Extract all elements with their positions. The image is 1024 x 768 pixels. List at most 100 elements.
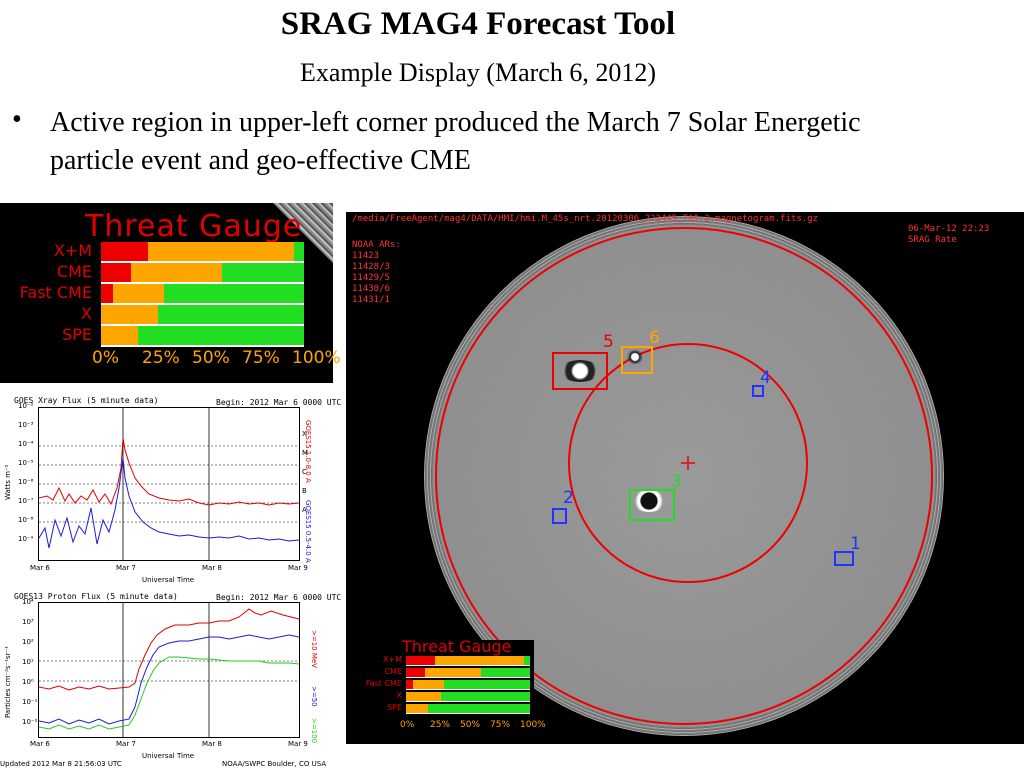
small-gauge-green	[444, 680, 530, 689]
xray-ytick: 10⁻⁷	[18, 497, 34, 505]
proton-ytick: 10⁰	[22, 678, 34, 686]
small-gauge-tick: 75%	[490, 720, 511, 730]
ar-list-item: 11428/3	[352, 262, 390, 272]
xray-xlabel: Universal Time	[142, 576, 195, 584]
small-gauge-orange	[425, 668, 481, 677]
proton-plot-frame	[38, 602, 300, 738]
proton-plot-svg	[38, 603, 300, 737]
small-gauge-tick: 25%	[430, 720, 451, 730]
small-gauge-bar	[406, 668, 530, 678]
xray-ytick: 10⁻⁵	[18, 459, 34, 467]
slide-title: SRAG MAG4 Forecast Tool	[280, 6, 676, 42]
gauge-orange-segment	[113, 284, 164, 303]
proton-ytick: 10⁻²	[22, 718, 38, 726]
magnetogram-overlay	[435, 227, 933, 725]
gauge-green-segment	[222, 263, 304, 282]
gauge-orange-segment	[131, 263, 222, 282]
small-gauge-green	[524, 656, 530, 665]
region-box-3[interactable]	[629, 489, 675, 521]
xray-series-label-long: GOES15 1.0-8.0 A	[304, 420, 312, 483]
proton-ylabel: Particles cm⁻²s⁻¹sr⁻¹	[4, 645, 12, 718]
xray-class-letter: X	[302, 430, 307, 438]
xray-plot-svg	[38, 408, 300, 560]
region-box-6[interactable]	[621, 346, 653, 374]
gauge-red-segment	[101, 284, 113, 303]
sunspot-region-5	[560, 360, 600, 382]
proton-ytick: 10²	[22, 638, 34, 646]
xray-ytick: 10⁻⁴	[18, 440, 34, 448]
proton-ytick: 10³	[22, 618, 34, 626]
region-label-2: 2	[563, 488, 574, 508]
proton-plot-title: GOES13 Proton Flux (5 minute data)	[14, 592, 178, 601]
small-gauge-tick: 50%	[460, 720, 481, 730]
gauge-tick-label: 75%	[242, 348, 280, 368]
gauge-row-label: CME	[56, 262, 92, 281]
small-gauge-green	[481, 668, 530, 677]
xray-class-letter: A	[302, 506, 307, 514]
region-box-4[interactable]	[752, 385, 764, 397]
proton-xtick: Mar 6	[30, 740, 50, 748]
small-gauge-orange	[435, 656, 524, 665]
sunspot-region-6	[626, 350, 644, 364]
small-gauge-bar	[406, 692, 530, 702]
xray-ytick: 10⁻²	[18, 402, 34, 410]
xray-class-letter: M	[302, 449, 309, 457]
small-gauge-label: Fast CME	[365, 679, 402, 688]
xray-ytick: 10⁻⁶	[18, 478, 34, 486]
proton-ytick: 10⁴	[22, 598, 34, 606]
xray-ytick: 10⁻⁸	[18, 516, 34, 524]
region-box-1[interactable]	[834, 551, 854, 566]
xray-ylabel: Watts m⁻²	[4, 464, 12, 500]
xray-ytick: 10⁻⁹	[18, 535, 34, 543]
region-box-5[interactable]	[552, 352, 608, 390]
slide-subtitle: Example Display (March 6, 2012)	[300, 58, 656, 87]
gauge-orange-segment	[101, 305, 158, 324]
small-gauge-orange	[406, 692, 441, 701]
small-gauge-tick: 0%	[400, 720, 415, 730]
threat-gauge-title: Threat Gauge	[85, 209, 303, 244]
proton-xtick: Mar 9	[288, 740, 308, 748]
small-gauge-bar	[406, 704, 530, 714]
small-gauge-label: CME	[384, 667, 402, 676]
ar-list-item: 11431/1	[352, 295, 390, 305]
xray-xtick: Mar 6	[30, 564, 50, 572]
bullet-marker: •	[12, 104, 22, 135]
gauge-row-bar	[101, 284, 304, 305]
region-label-4: 4	[760, 368, 771, 388]
region-label-1: 1	[850, 534, 861, 554]
xray-class-letter: B	[302, 487, 307, 495]
gauge-row-label: X+M	[53, 241, 92, 260]
proton-plot-begin: Begin: 2012 Mar 6 0000 UTC	[216, 593, 342, 602]
region-label-5: 5	[603, 332, 614, 352]
proton-flux-plot: GOES13 Proton Flux (5 minute data) Begin…	[0, 590, 342, 768]
gauge-row-bar	[101, 263, 304, 284]
xray-xtick: Mar 8	[202, 564, 222, 572]
proton-xtick: Mar 7	[116, 740, 136, 748]
gauge-orange-segment	[148, 242, 294, 261]
proton-ytick: 10⁻¹	[22, 698, 38, 706]
gauge-tick-label: 100%	[292, 348, 341, 368]
small-gauge-label: X	[396, 691, 402, 700]
proton-series-label-10: >=10 MeV	[310, 630, 318, 668]
gauge-red-segment	[101, 263, 131, 282]
xray-flux-plot: GOES Xray Flux (5 minute data) Begin: 20…	[0, 390, 341, 585]
gauge-row-label: X	[81, 304, 92, 323]
small-gauge-tick: 100%	[520, 720, 546, 730]
small-gauge-orange	[413, 680, 444, 689]
gauge-row-bar	[101, 326, 304, 347]
xray-series-label-short: GOES15 0.5-4.0 A	[304, 500, 312, 563]
region-box-2[interactable]	[552, 508, 567, 524]
xray-short-series	[38, 457, 300, 549]
proton-10mev-series	[38, 608, 300, 691]
small-gauge-label: SPE	[387, 703, 402, 712]
xray-plot-title: GOES Xray Flux (5 minute data)	[14, 396, 159, 405]
proton-series-label-50: >=50	[310, 686, 318, 707]
small-gauge-red	[406, 656, 435, 665]
magnetogram-file: /media/FreeAgent/mag4/DATA/HMI/hmi.M_45s…	[352, 214, 818, 224]
ar-list-header: NOAA ARs:	[352, 240, 401, 250]
small-gauge-red	[406, 680, 413, 689]
ar-list-item: 11430/6	[352, 284, 390, 294]
gauge-red-segment	[101, 242, 148, 261]
gauge-orange-segment	[101, 326, 138, 345]
bullet-text: Active region in upper-left corner produ…	[50, 107, 861, 176]
